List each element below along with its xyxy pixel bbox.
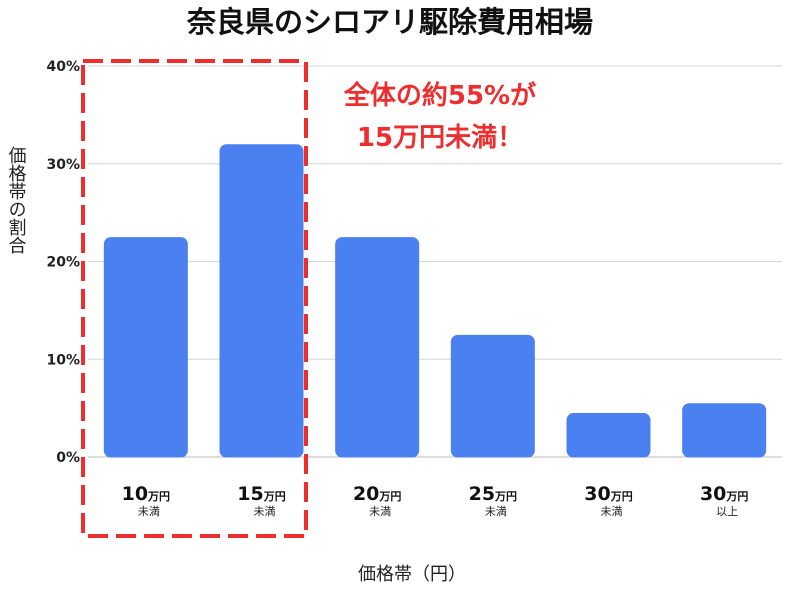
x-tick-sublabel: 未満 [254, 505, 276, 518]
x-tick-label: 30万円 [700, 483, 748, 505]
bar [103, 237, 188, 458]
bar [566, 413, 651, 458]
annotation-line-1: 全体の約55%が [343, 80, 536, 111]
x-tick-label: 20万円 [353, 483, 401, 505]
bar [682, 403, 767, 458]
highlight-box [81, 59, 308, 538]
annotation-callout: 全体の約55%が 15万円未満！ [343, 80, 536, 153]
annotation-line-2: 15万円未満！ [357, 123, 523, 153]
y-tick-label: 40% [46, 59, 80, 75]
y-tick-label: 30% [46, 157, 80, 173]
x-tick-sublabel: 未満 [485, 505, 507, 518]
bars [103, 144, 767, 458]
svg-text:価格帯の割合: 価格帯の割合 [6, 146, 27, 254]
bar [335, 237, 420, 458]
y-axis-title: 価格帯の割合 [6, 146, 27, 254]
x-tick-sublabel: 未満 [138, 505, 160, 518]
x-tick-label: 15万円 [237, 483, 285, 505]
grid [88, 65, 782, 458]
y-tick-label: 0% [56, 450, 80, 466]
x-tick-label: 25万円 [469, 483, 517, 505]
x-axis-title: 価格帯（円） [358, 564, 466, 585]
bar [219, 144, 304, 458]
x-tick-label: 30万円 [584, 483, 632, 505]
bar [450, 334, 535, 458]
chart-title: 奈良県のシロアリ駆除費用相場 [186, 5, 593, 39]
x-tick-sublabel: 未満 [369, 505, 391, 518]
y-tick-label: 20% [46, 255, 80, 271]
y-axis: 0% 10% 20% 30% 40% [46, 59, 80, 466]
x-tick-label: 10万円 [122, 483, 170, 505]
x-tick-sublabel: 未満 [601, 505, 623, 518]
x-tick-sublabel: 以上 [716, 505, 738, 518]
y-tick-label: 10% [46, 352, 80, 368]
